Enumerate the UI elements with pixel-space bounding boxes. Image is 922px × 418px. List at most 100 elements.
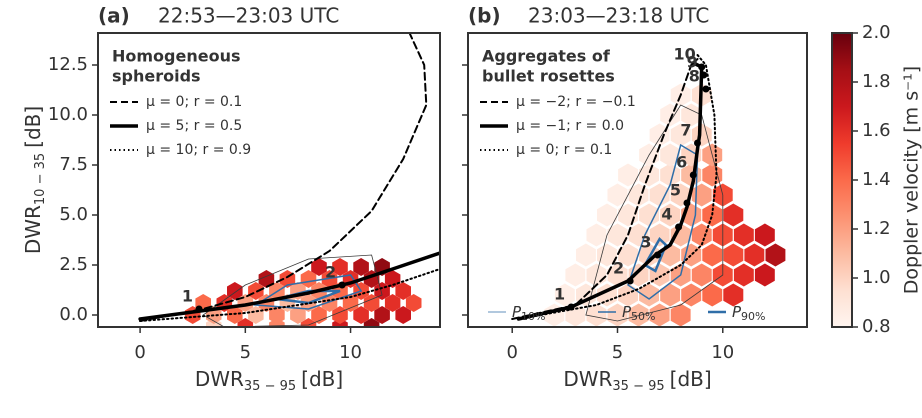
hexbin	[353, 258, 369, 276]
axis-label-text: DWR	[563, 367, 612, 391]
axis-label-unit: [dB]	[301, 367, 343, 391]
legend-label-sub: 10%	[521, 310, 545, 323]
y-tick-label: 5.0	[59, 204, 88, 225]
chart-title: 23:03—23:18 UTC	[528, 4, 709, 28]
hexbin	[353, 306, 369, 324]
marker-label: 2	[613, 259, 624, 278]
legend-label: P50%	[622, 303, 656, 324]
hexbin	[607, 223, 628, 247]
hexbin	[597, 243, 617, 267]
hexbin	[607, 183, 628, 207]
marker-label: 8	[689, 67, 700, 86]
panel-label: (a)	[98, 4, 130, 28]
marker	[683, 199, 691, 207]
hexbin	[332, 258, 348, 276]
hexbin	[639, 203, 659, 227]
y-tick-label: 2.5	[59, 254, 88, 275]
x-tick-label: 5	[612, 342, 623, 363]
hexbin	[733, 263, 754, 287]
legend-label: μ = −1; r = 0.0	[516, 118, 624, 134]
panel-label: (b)	[468, 4, 501, 28]
hexbin	[723, 243, 744, 267]
marker-label: 3	[640, 233, 651, 252]
hexbin	[660, 203, 681, 227]
hexbin	[227, 306, 243, 324]
hexbin	[565, 263, 586, 287]
y-tick-label: 12.5	[48, 54, 88, 75]
contour	[585, 104, 724, 322]
hexbin	[754, 223, 775, 247]
hexbin	[733, 223, 754, 247]
hexbin	[744, 243, 765, 267]
hexbin	[670, 123, 691, 147]
hexbin	[660, 143, 681, 167]
hexbin	[649, 183, 670, 207]
x-tick-label: 0	[506, 342, 517, 363]
legend-label: P10%	[512, 303, 546, 324]
legend-label-name: P	[512, 303, 522, 321]
axis-label-sub: 35 − 95	[612, 379, 664, 394]
hexbin	[248, 306, 264, 324]
marker-label: 10	[673, 45, 695, 64]
marker	[698, 63, 706, 71]
legend-label-name: P	[732, 303, 742, 321]
marker	[626, 277, 634, 285]
hexbin	[363, 318, 380, 327]
legend-label: μ = −2; r = −0.1	[516, 94, 636, 110]
hexbin	[754, 263, 775, 287]
legend-label: μ = 0; r = 0.1	[516, 142, 612, 158]
marker	[338, 281, 346, 289]
axes-frame	[97, 32, 441, 328]
hexbin	[237, 318, 254, 327]
y-tick-label: 7.5	[59, 154, 88, 175]
colorbar	[831, 32, 853, 328]
chart-title: 22:53—23:03 UTC	[158, 4, 339, 28]
legend-label: μ = 0; r = 0.1	[146, 94, 242, 110]
y-tick-label: 0.0	[59, 304, 88, 325]
marker-label: 4	[661, 205, 672, 224]
hexbin	[670, 223, 691, 247]
hexbin	[290, 306, 306, 324]
hexbin	[384, 270, 401, 288]
hexbin	[384, 294, 401, 312]
hexbin	[628, 303, 649, 327]
hexbin	[269, 306, 285, 324]
hexbin	[660, 283, 681, 307]
hexbin	[607, 303, 628, 327]
legend-label-sub: 90%	[741, 310, 765, 323]
hexbin	[649, 223, 670, 247]
x-tick-label: 0	[134, 342, 145, 363]
legend-label-sub: 50%	[631, 310, 655, 323]
legend-title: spheroids	[112, 67, 201, 86]
hexbin	[395, 306, 411, 324]
axes-frame	[467, 32, 808, 328]
hexbin	[248, 282, 264, 300]
hexbin	[321, 294, 338, 312]
legend-title: bullet rosettes	[482, 67, 615, 86]
hexbin	[405, 294, 422, 312]
marker	[702, 85, 710, 93]
hexbin	[681, 103, 702, 127]
marker	[567, 303, 575, 311]
marker	[675, 223, 683, 231]
legend-label: P90%	[732, 303, 766, 324]
colorbar-tick-label: 1.0	[862, 267, 891, 288]
marker	[654, 251, 662, 259]
hexbin	[649, 123, 670, 147]
marker-label: 7	[680, 121, 691, 140]
axis-label-text: DWR	[21, 205, 45, 254]
hexbin	[702, 243, 723, 267]
hexbin	[618, 203, 638, 227]
model-curve	[138, 251, 440, 321]
hexbin	[639, 283, 659, 307]
legend-title: Aggregates of	[482, 47, 611, 66]
model-curve	[516, 61, 704, 321]
marker-label: 9	[687, 53, 698, 72]
hexbin	[607, 263, 628, 287]
hexbin	[691, 263, 712, 287]
x-tick-label: 10	[711, 342, 734, 363]
hexbin	[691, 183, 712, 207]
axis-label-text: DWR	[195, 367, 244, 391]
